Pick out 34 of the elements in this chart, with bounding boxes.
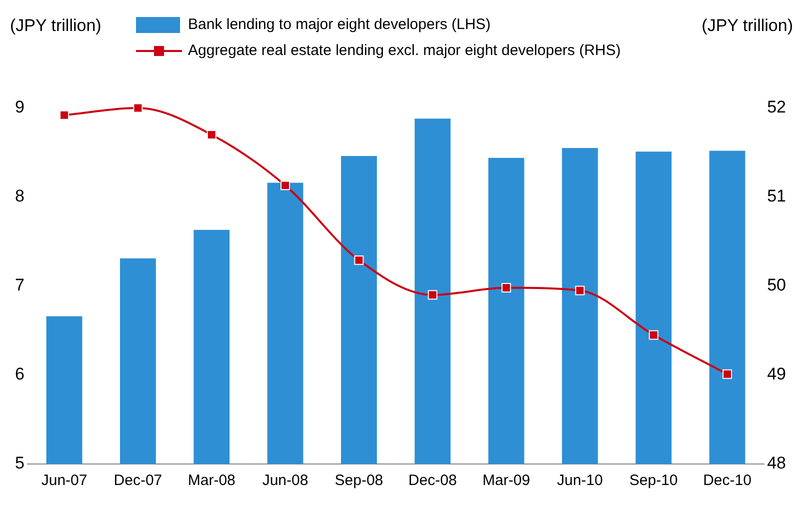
point: [280, 180, 290, 190]
point: [648, 330, 658, 340]
y-tick-label: 8: [14, 186, 24, 206]
point: [428, 290, 438, 300]
point: [60, 110, 70, 120]
y2-tick-label: 52: [767, 98, 786, 117]
x-tick-label: Sep-10: [629, 472, 678, 490]
x-tick-label: Sep-08: [334, 472, 384, 490]
x-tick-label: Jun-07: [41, 472, 88, 490]
x-tick-label: Mar-08: [188, 472, 236, 490]
point: [575, 286, 585, 296]
legend-label: Aggregate real estate lending excl. major eight developers (RHS): [188, 41, 621, 61]
y-tick-label: 5: [14, 454, 24, 473]
y2-tick-label: 48: [767, 454, 786, 473]
x-tick-label: Jun-08: [262, 472, 308, 490]
x-tick-label: Jun-10: [556, 472, 603, 490]
y2-tick-label: 49: [767, 364, 786, 384]
point: [206, 130, 216, 140]
x-tick-label: Mar-09: [482, 472, 530, 490]
point: [354, 255, 364, 265]
point: [722, 369, 732, 379]
point: [133, 103, 143, 113]
x-tick-label: Dec-08: [408, 472, 457, 490]
y2-tick-label: 50: [767, 276, 786, 295]
y-tick-label: 6: [14, 364, 24, 384]
y-tick-label: 9: [14, 98, 24, 117]
legend-label: Bank lending to major eight developers (LHS): [188, 15, 491, 35]
x-tick-label: Dec-07: [114, 472, 162, 490]
y2-tick-label: 51: [767, 186, 786, 206]
point: [502, 283, 512, 293]
y-tick-label: 7: [14, 276, 24, 295]
y-axis-title: (JPY trillion): [10, 16, 102, 36]
x-tick-label: Dec-10: [703, 472, 752, 490]
y2-axis-title: (JPY trillion): [702, 16, 793, 36]
